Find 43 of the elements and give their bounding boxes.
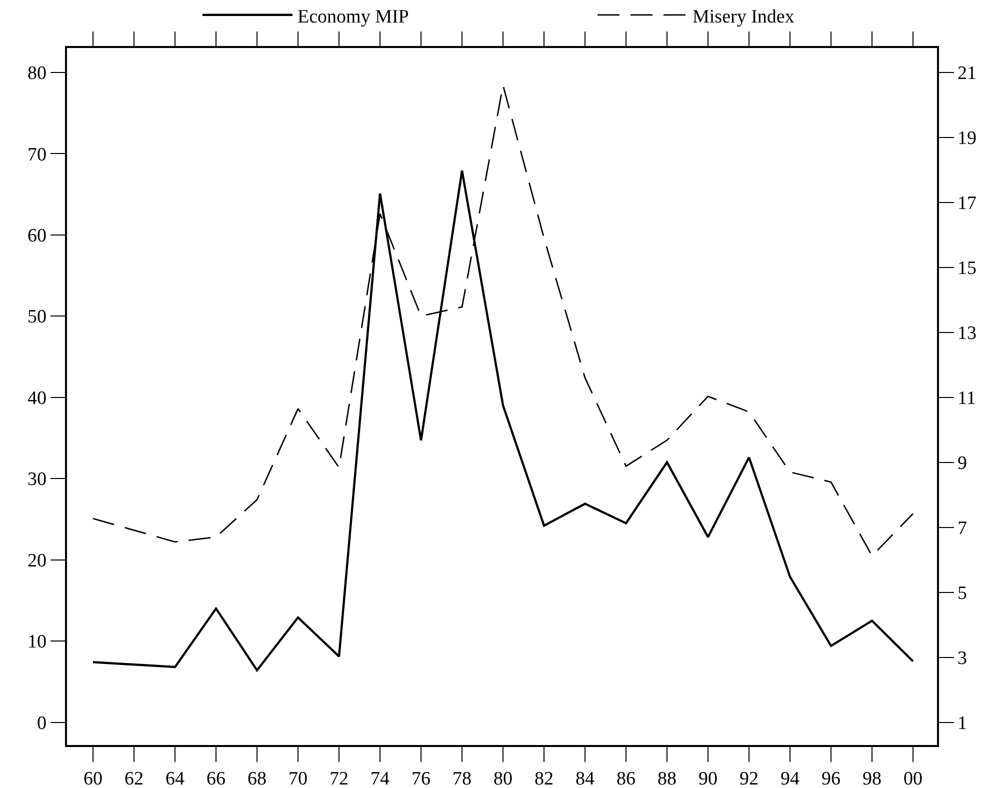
y2-tick-label: 17 <box>958 193 977 214</box>
y-tick-label: 50 <box>27 306 46 328</box>
x-tick-label: 74 <box>370 768 390 788</box>
y2-tick-label: 1 <box>958 712 968 734</box>
x-tick-label: 86 <box>616 768 636 788</box>
x-tick-label: 98 <box>862 768 882 788</box>
y-tick-label: 10 <box>27 632 46 653</box>
y-tick-label: 0 <box>36 712 46 734</box>
x-tick-label: 62 <box>124 768 144 788</box>
y2-tick-label: 5 <box>958 582 968 604</box>
x-tick-label: 76 <box>412 768 431 788</box>
y2-tick-label: 19 <box>958 128 977 150</box>
x-tick-label: 84 <box>576 768 596 788</box>
x-tick-label: 70 <box>288 768 308 788</box>
x-tick-label: 94 <box>780 768 800 788</box>
y-tick-label: 40 <box>27 388 46 409</box>
x-tick-label: 90 <box>698 768 718 788</box>
y-tick-label: 60 <box>27 225 46 246</box>
x-tick-label: 78 <box>452 768 472 788</box>
y2-tick-label: 7 <box>958 518 968 539</box>
x-tick-label: 68 <box>248 768 267 788</box>
x-tick-label: 00 <box>904 768 923 788</box>
x-tick-label: 64 <box>166 768 186 788</box>
x-tick-label: 72 <box>330 768 349 788</box>
x-tick-label: 92 <box>740 768 759 788</box>
x-tick-label: 60 <box>84 768 103 788</box>
legend-label: Misery Index <box>692 6 795 28</box>
y-tick-label: 80 <box>27 63 46 84</box>
y-tick-label: 70 <box>27 144 46 166</box>
y2-tick-label: 21 <box>958 63 977 84</box>
x-tick-label: 82 <box>534 768 554 788</box>
y2-tick-label: 15 <box>958 258 977 279</box>
x-tick-label: 80 <box>494 768 513 788</box>
y-tick-label: 20 <box>27 550 46 572</box>
x-tick-label: 96 <box>822 768 841 788</box>
y-tick-label: 30 <box>27 469 46 490</box>
x-tick-label: 88 <box>658 768 677 788</box>
y2-tick-label: 3 <box>958 648 968 669</box>
x-tick-label: 66 <box>206 768 226 788</box>
legend-label: Economy MIP <box>298 6 409 28</box>
y2-tick-label: 11 <box>958 388 976 409</box>
y2-tick-label: 9 <box>958 452 968 474</box>
y2-tick-label: 13 <box>958 322 977 344</box>
